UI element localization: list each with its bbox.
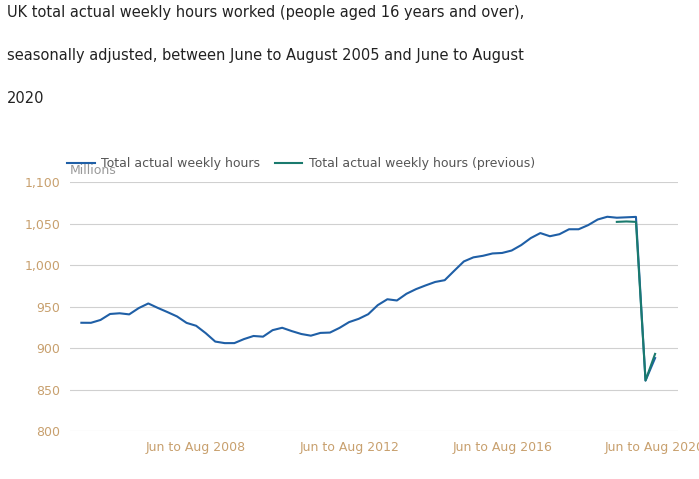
- Line: Total actual weekly hours (previous): Total actual weekly hours (previous): [617, 221, 655, 380]
- Total actual weekly hours: [603, 214, 612, 220]
- Total actual weekly hours (previous): [622, 218, 630, 224]
- Total actual weekly hours: [651, 355, 659, 361]
- Total actual weekly hours: [421, 283, 430, 288]
- Text: Millions: Millions: [70, 164, 117, 177]
- Legend: Total actual weekly hours, Total actual weekly hours (previous): Total actual weekly hours, Total actual …: [62, 152, 540, 175]
- Total actual weekly hours: [641, 378, 649, 384]
- Text: UK total actual weekly hours worked (people aged 16 years and over),: UK total actual weekly hours worked (peo…: [7, 5, 524, 20]
- Total actual weekly hours (previous): [612, 219, 621, 225]
- Text: 2020: 2020: [7, 91, 45, 106]
- Total actual weekly hours: [383, 297, 391, 302]
- Total actual weekly hours: [278, 325, 287, 331]
- Line: Total actual weekly hours: Total actual weekly hours: [81, 217, 655, 381]
- Total actual weekly hours (previous): [641, 377, 649, 383]
- Text: seasonally adjusted, between June to August 2005 and June to August: seasonally adjusted, between June to Aug…: [7, 48, 524, 63]
- Total actual weekly hours: [575, 227, 583, 232]
- Total actual weekly hours: [211, 339, 219, 344]
- Total actual weekly hours (previous): [632, 219, 640, 225]
- Total actual weekly hours (previous): [651, 351, 659, 357]
- Total actual weekly hours: [77, 320, 85, 326]
- Total actual weekly hours: [192, 323, 201, 329]
